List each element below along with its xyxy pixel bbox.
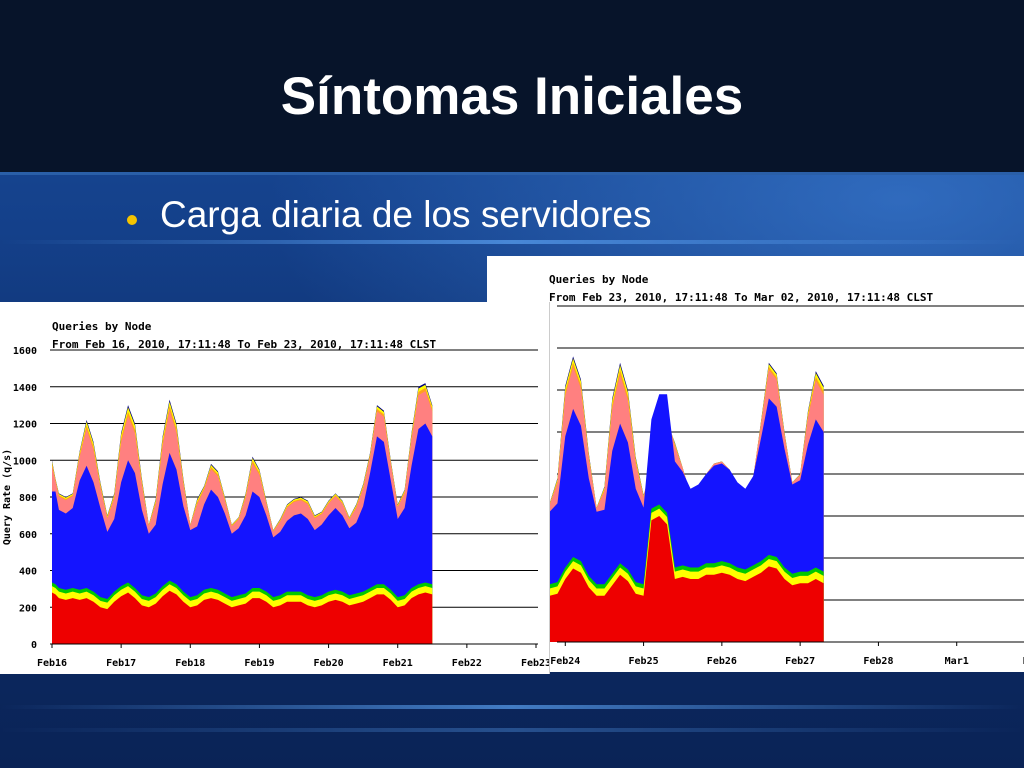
y-tick-label: 400 [19, 567, 37, 578]
chart-panel-week2: Queries by Node From Feb 23, 2010, 17:11:… [487, 256, 1024, 672]
x-tick-label: Feb28 [863, 656, 893, 667]
chart-week2: Queries by Node From Feb 23, 2010, 17:11:… [487, 273, 1024, 667]
x-tick-label: Feb17 [106, 658, 136, 669]
y-tick-label: 1200 [13, 420, 37, 431]
y-tick-label: 200 [19, 603, 37, 614]
background-streak [0, 728, 1024, 732]
x-tick-label: Mar1 [945, 656, 969, 667]
x-tick-label: Feb19 [244, 658, 274, 669]
y-tick-label: 800 [19, 493, 37, 504]
chart-title: Queries by Node [52, 320, 152, 333]
y-tick-label: 1600 [13, 346, 37, 357]
y-tick-label: 1000 [13, 456, 37, 467]
chart-panel-week1: Queries by Node From Feb 16, 2010, 17:11:… [0, 302, 550, 674]
chart-title: Queries by Node [549, 273, 649, 286]
x-tick-label: Feb24 [550, 656, 580, 667]
x-tick-label: Feb25 [629, 656, 659, 667]
title-band [0, 0, 1024, 175]
bullet-dot-icon [127, 215, 137, 225]
x-tick-label: Feb27 [785, 656, 815, 667]
chart-subtitle: From Feb 16, 2010, 17:11:48 To Feb 23, 2… [52, 338, 436, 351]
x-tick-label: Feb23 [521, 658, 549, 669]
background-streak [0, 240, 1024, 244]
series-blue [52, 423, 433, 644]
series-red [487, 516, 824, 642]
chart-subtitle: From Feb 23, 2010, 17:11:48 To Mar 02, 2… [549, 291, 933, 304]
x-tick-label: Feb21 [383, 658, 413, 669]
x-tick-label: Feb16 [37, 658, 67, 669]
y-axis-label: Query Rate (q/s) [2, 449, 13, 545]
series-red [52, 590, 433, 644]
chart-week1: Queries by Node From Feb 16, 2010, 17:11:… [2, 320, 549, 669]
x-tick-label: Feb26 [707, 656, 737, 667]
y-tick-label: 1400 [13, 383, 37, 394]
y-tick-label: 0 [31, 640, 37, 651]
background-streak [0, 705, 1024, 709]
x-tick-label: Mar2 [1023, 656, 1024, 667]
y-tick-label: 600 [19, 530, 37, 541]
x-tick-label: Feb20 [314, 658, 344, 669]
x-tick-label: Feb18 [175, 658, 205, 669]
bullet-text: Carga diaria de los servidores [160, 194, 652, 235]
x-tick-label: Feb22 [452, 658, 482, 669]
slide-title: Síntomas Iniciales [280, 67, 744, 126]
